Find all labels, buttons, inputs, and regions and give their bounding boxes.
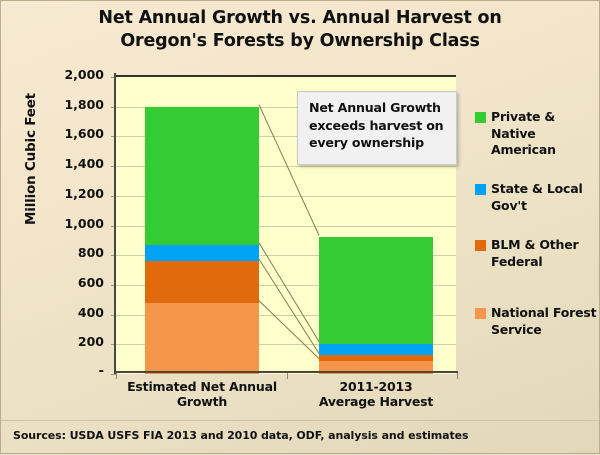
y-axis-tick-mark [111, 225, 116, 227]
y-axis-tick-mark [111, 77, 116, 78]
y-axis-tick-mark [111, 106, 116, 108]
chart-title-line-1: Net Annual Growth vs. Annual Harvest on [98, 8, 502, 28]
bar-segment[interactable] [319, 355, 433, 361]
legend-label-line: Native [491, 125, 536, 141]
legend-label: State & Local Gov't [491, 181, 597, 214]
y-axis-tick-label: 1,400 [64, 156, 104, 172]
chart-title: Net Annual Growth vs. Annual Harvest on … [1, 7, 599, 53]
y-axis-tick-label: - [98, 364, 104, 379]
stacked-bar[interactable] [145, 106, 259, 374]
legend-label-line: American [491, 142, 556, 157]
y-axis-tick-mark [111, 314, 116, 316]
legend-label-line: Federal [491, 253, 543, 269]
y-axis-tick-label: 800 [77, 245, 104, 261]
legend-label-line: Service [491, 321, 542, 337]
x-axis-category-label-line: Estimated Net Annual [127, 379, 277, 394]
bar-segment[interactable] [319, 343, 433, 356]
y-axis-tick-label: 2,000 [64, 67, 104, 82]
legend-label-line: BLM & Other [491, 237, 579, 252]
bar-segment[interactable] [145, 106, 259, 245]
y-axis-tick-label: 1,600 [64, 126, 104, 142]
y-axis-tick-mark [111, 166, 116, 168]
legend-item[interactable]: National Forest Service [475, 305, 597, 338]
x-axis-tick-mark [457, 373, 458, 379]
y-axis-tick-mark [111, 195, 116, 197]
legend-swatch-icon [475, 308, 486, 319]
y-axis-tick-label: 600 [77, 274, 104, 290]
y-axis-tick-label: 1,000 [64, 215, 104, 231]
bar-segment[interactable] [319, 237, 433, 344]
source-divider [1, 420, 599, 421]
y-axis-tick-mark [111, 136, 116, 138]
y-axis-tick-mark [111, 374, 116, 375]
annotation-line-2: exceeds harvest on [309, 117, 444, 133]
x-axis-category-label: Estimated Net Annual Growth [117, 379, 287, 409]
x-axis-tick-mark [116, 373, 117, 379]
legend-label-line: Private & [491, 109, 556, 124]
y-axis-title: Million Cubic Feet [23, 93, 39, 225]
source-note: Sources: USDA USFS FIA 2013 and 2010 dat… [13, 429, 469, 442]
legend-swatch-icon [475, 112, 486, 123]
bar-segment[interactable] [145, 302, 259, 374]
legend-item[interactable]: BLM & Other Federal [475, 237, 597, 270]
y-axis-tick-label: 200 [77, 334, 104, 350]
legend-label-line: National Forest [491, 305, 597, 320]
x-axis-tick-mark [287, 373, 288, 379]
y-axis-tick-label: 1,800 [64, 96, 104, 112]
x-axis-line [114, 371, 458, 373]
x-axis-category-label-line: 2011-2013 [339, 379, 413, 394]
annotation-line-1: Net Annual Growth [309, 100, 441, 115]
bar-segment[interactable] [145, 244, 259, 262]
annotation-line-3: every ownership [309, 135, 424, 150]
x-axis-category-label: 2011-2013 Average Harvest [291, 379, 461, 409]
legend-label-line: State & Local [491, 181, 583, 196]
y-axis-tick-mark [111, 255, 116, 257]
y-axis-line [114, 73, 116, 374]
legend-label: National Forest Service [491, 305, 597, 338]
x-axis-category-label-line: Growth [176, 394, 228, 409]
y-axis-tick-mark [111, 284, 116, 286]
chart-title-line-2: Oregon's Forests by Ownership Class [120, 31, 480, 51]
stacked-bar[interactable] [319, 237, 433, 374]
legend-item[interactable]: Private & Native American [475, 109, 597, 159]
legend-label: Private & Native American [491, 109, 597, 159]
legend-swatch-icon [475, 184, 486, 195]
annotation-callout: Net Annual Growth exceeds harvest on eve… [297, 91, 457, 165]
bar-segment[interactable] [145, 261, 259, 303]
legend-label: BLM & Other Federal [491, 237, 597, 270]
bar-segment[interactable] [319, 360, 433, 374]
y-axis-tick-label: 1,200 [64, 185, 104, 201]
y-axis-tick-mark [111, 344, 116, 346]
legend-label-line: Gov't [491, 197, 527, 213]
x-axis-category-label-line: Average Harvest [318, 394, 434, 409]
legend-swatch-icon [475, 240, 486, 251]
legend-item[interactable]: State & Local Gov't [475, 181, 597, 214]
y-axis-tick-label: 400 [77, 304, 104, 320]
